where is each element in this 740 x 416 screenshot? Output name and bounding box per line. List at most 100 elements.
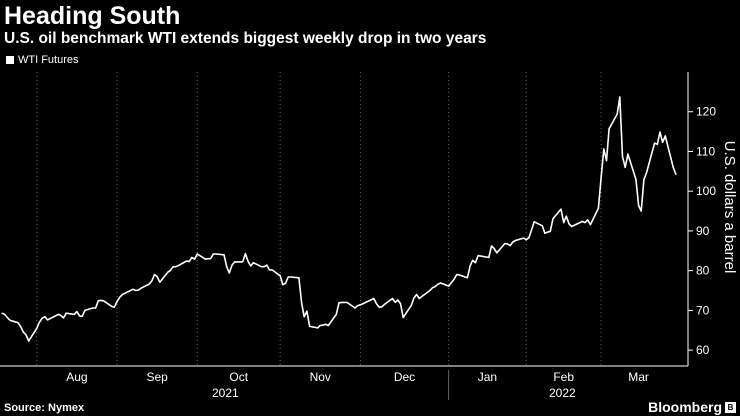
data-point (469, 265, 471, 267)
data-point (4, 313, 6, 315)
data-point (44, 316, 46, 318)
data-point (568, 223, 570, 225)
source-note: Source: Nymex (4, 402, 85, 414)
data-point (135, 289, 137, 292)
data-point (514, 239, 517, 242)
data-point (151, 280, 153, 282)
axis-layer: Aug Sep Oct Nov Dec Jan Feb Mar 2021 2022 60 70 80 90… (0, 72, 738, 400)
data-point (290, 276, 292, 278)
data-point (36, 327, 38, 329)
month-tick-label: Feb (553, 370, 574, 384)
data-point (113, 306, 115, 308)
data-point (640, 210, 642, 212)
data-point (608, 128, 610, 130)
data-point (95, 307, 97, 309)
y-axis-title: U.S. dollars a barrel (721, 141, 738, 274)
month-tick-label: Oct (229, 370, 248, 384)
data-point (54, 315, 57, 317)
data-point (76, 311, 78, 313)
data-point (397, 299, 399, 301)
legend-swatch (6, 56, 14, 64)
data-point (22, 331, 24, 333)
data-point (597, 207, 600, 209)
data-point (177, 264, 180, 267)
data-point (223, 254, 225, 256)
data-point (477, 255, 479, 257)
data-point (65, 312, 67, 314)
data-point (188, 260, 190, 263)
data-point (159, 281, 161, 283)
data-point (616, 113, 618, 115)
data-point (215, 253, 217, 255)
y-tick-label: 100 (696, 184, 716, 198)
data-point (512, 241, 514, 243)
data-point (472, 259, 474, 261)
data-point (533, 221, 535, 223)
year-label-2022: 2022 (549, 386, 576, 400)
data-point (560, 208, 562, 210)
data-point (432, 287, 434, 289)
data-point (194, 258, 196, 260)
chart-legend: WTI Futures (6, 54, 79, 66)
month-tick-label: Nov (310, 370, 331, 384)
data-point (490, 245, 493, 247)
data-point (175, 266, 177, 268)
data-point (434, 285, 436, 288)
data-point (119, 296, 121, 298)
data-point (62, 317, 65, 319)
chart-title: Heading South (4, 2, 181, 30)
data-point (522, 237, 525, 239)
data-point (563, 222, 565, 224)
data-point (654, 142, 656, 144)
data-point (301, 302, 303, 304)
data-point (474, 262, 476, 264)
month-tick-label: Sep (146, 370, 168, 384)
y-tick-label: 90 (696, 224, 710, 238)
data-point (319, 324, 321, 327)
data-point (581, 220, 584, 222)
year-label-2021: 2021 (212, 386, 239, 400)
data-point (383, 303, 386, 305)
data-point (600, 177, 602, 179)
data-point (605, 160, 608, 162)
y-tick-label: 110 (696, 144, 715, 158)
data-point (410, 305, 412, 307)
data-point (271, 269, 273, 271)
data-point (547, 231, 549, 233)
data-point (169, 269, 172, 271)
data-point (448, 285, 450, 287)
data-point (185, 260, 188, 262)
data-point (378, 306, 380, 308)
data-point (635, 178, 637, 180)
data-point (506, 243, 509, 245)
data-point (28, 340, 30, 342)
data-point (357, 305, 359, 307)
month-tick-label: Jan (478, 370, 497, 384)
data-point (504, 243, 506, 245)
data-point (416, 293, 418, 296)
data-point (488, 256, 490, 259)
data-point (541, 225, 543, 227)
data-point (662, 141, 664, 143)
data-point (41, 317, 43, 319)
data-point (525, 239, 527, 241)
data-point (212, 253, 214, 255)
data-point (391, 297, 394, 300)
data-point (456, 274, 458, 276)
data-point (268, 269, 271, 271)
data-point (587, 219, 589, 221)
data-point (73, 313, 75, 315)
data-point (418, 297, 420, 300)
data-point (303, 316, 305, 318)
series-line-wti-futures (1, 96, 677, 342)
data-point (656, 143, 658, 145)
data-point (263, 266, 265, 268)
data-point (309, 325, 311, 327)
data-point (279, 275, 281, 277)
data-point (252, 262, 254, 264)
data-point (458, 274, 460, 276)
data-point (429, 289, 431, 292)
data-point (148, 283, 150, 285)
data-point (643, 179, 645, 181)
y-tick-label: 60 (696, 343, 710, 357)
